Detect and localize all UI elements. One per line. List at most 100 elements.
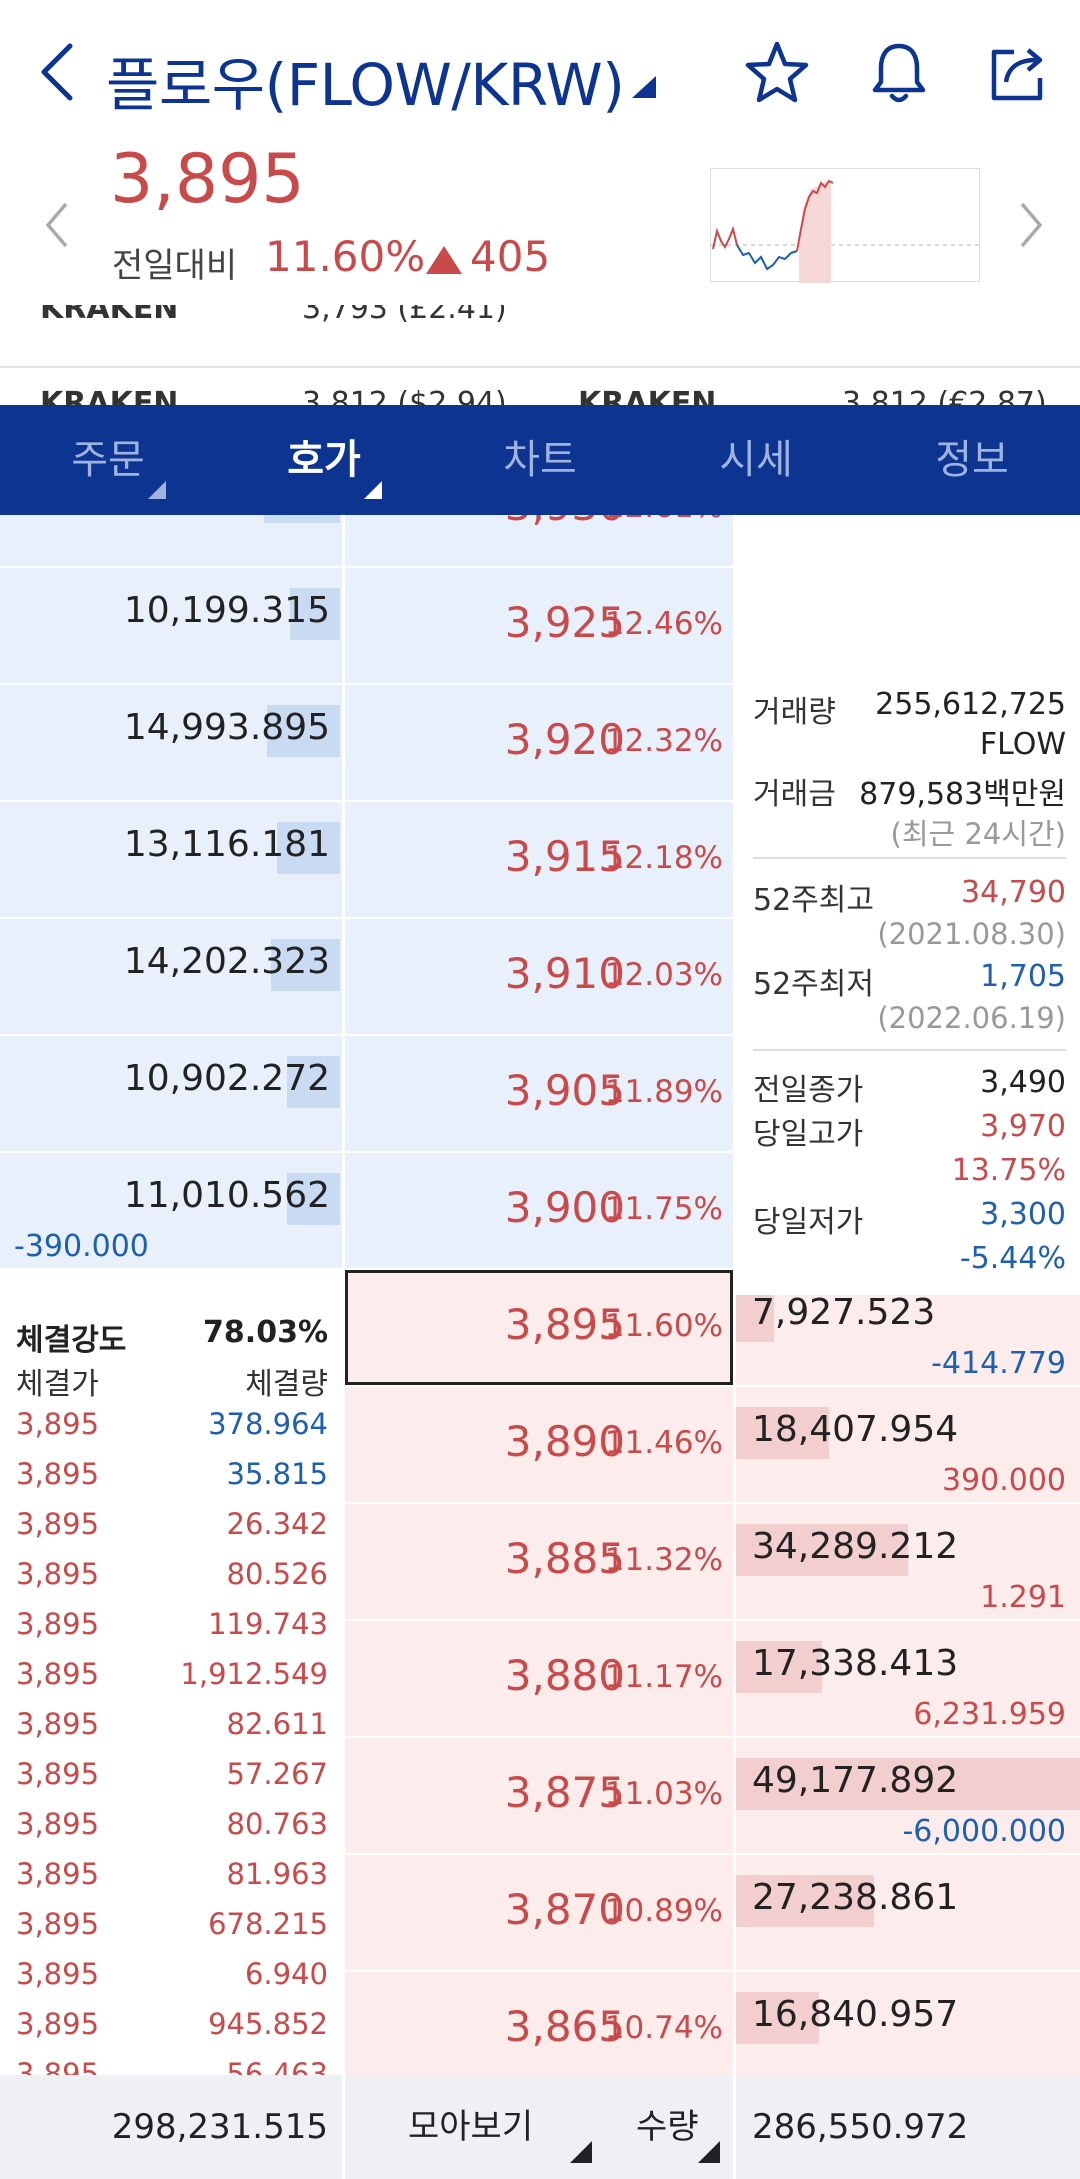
ask-qty-bar [290, 588, 340, 640]
ask-row[interactable]: 15,772.5763,93012.61% [0, 515, 1080, 568]
trade-volume: 1,912.549 [180, 1657, 328, 1691]
prev-close-label: 전일종가 [753, 1073, 864, 1108]
bid-qty-change: -414.779 [931, 1346, 1066, 1381]
trade-row: 3,895 80.763 [0, 1807, 342, 1857]
trade-price: 3,895 [16, 1657, 100, 1691]
ask-rate: 12.46% [604, 606, 723, 642]
ask-rate: 12.32% [604, 723, 723, 759]
ask-price-cell[interactable]: 3,905 11.89% [345, 1036, 733, 1151]
tab-info[interactable]: 정보 [864, 405, 1080, 515]
mini-price-chart[interactable] [710, 168, 981, 283]
bid-price-cell[interactable]: 3,890 11.46% [345, 1387, 733, 1502]
unit-select-caret-icon[interactable] [698, 2141, 720, 2163]
star-icon[interactable] [742, 38, 812, 108]
period-note: (최근 24시간) [890, 817, 1066, 851]
tab-label: 차트 [503, 437, 577, 483]
ask-price-cell[interactable]: 3,93012.61% [345, 515, 733, 566]
bid-price-cell[interactable]: 3,895 11.60% [345, 1270, 733, 1385]
trade-volume: 56.463 [226, 2057, 328, 2075]
group-view-caret-icon[interactable] [570, 2141, 592, 2163]
trade-price: 3,895 [16, 1407, 100, 1441]
trade-row: 3,895 378.964 [0, 1407, 342, 1457]
coin-title[interactable]: 플로우(FLOW/KRW) [106, 51, 625, 119]
bid-price-cell[interactable]: 3,885 11.32% [345, 1504, 733, 1619]
trade-volume: 80.526 [226, 1557, 328, 1591]
tab-label: 호가 [287, 437, 361, 483]
ask-price-cell[interactable]: 3,900 11.75% [345, 1153, 733, 1268]
bid-price: 3,865 [504, 2002, 625, 2051]
bid-qty-bar [736, 1641, 822, 1693]
bid-qty: 27,238.861 [752, 1877, 959, 1918]
bid-row[interactable]: 3,870 10.89% 27,238.861 [0, 1855, 1080, 1972]
bell-icon[interactable] [864, 38, 934, 108]
trade-volume: 26.342 [226, 1507, 328, 1541]
ask-rate: 12.61% [605, 515, 723, 525]
ask-row[interactable]: 13,116.181 3,915 12.18% [0, 802, 1080, 919]
trade-history-panel: 체결강도 78.03% 체결가 체결량 3,895 378.964 3,895 35.… [0, 1295, 342, 2075]
ask-row[interactable]: 14,202.323 3,910 12.03% [0, 919, 1080, 1036]
tab-order[interactable]: 주문 [0, 405, 216, 515]
ask-row[interactable]: 10,199.315 3,925 12.46% [0, 568, 1080, 685]
ask-price-cell[interactable]: 3,920 12.32% [345, 685, 733, 800]
bid-qty: 7,927.523 [752, 1292, 936, 1333]
ask-row[interactable]: 11,010.562 -390.000 3,900 11.75% [0, 1153, 1080, 1270]
tab-bar: 주문 호가 차트 시세 정보 [0, 405, 1080, 515]
back-arrow-icon[interactable] [36, 42, 76, 102]
bid-price: 3,875 [504, 1768, 625, 1817]
share-icon[interactable] [984, 38, 1054, 108]
trade-volume: 945.852 [208, 2007, 328, 2041]
bid-qty-change: 6,231.959 [913, 1697, 1066, 1732]
bid-rate: 10.89% [604, 1893, 723, 1929]
bid-price: 3,890 [504, 1417, 625, 1466]
trade-volume: 57.267 [226, 1757, 328, 1791]
prev-coin-arrow-icon[interactable] [42, 200, 72, 250]
day-high-rate: 13.75% [951, 1153, 1066, 1188]
bid-qty: 17,338.413 [752, 1643, 959, 1684]
trade-price: 3,895 [16, 1757, 100, 1791]
volume-label: 거래량 [753, 695, 836, 730]
bid-row[interactable]: 3,890 11.46% 18,407.954 390.000 [0, 1387, 1080, 1504]
divider [733, 2075, 736, 2179]
group-view-button[interactable]: 모아보기 [408, 2107, 534, 2147]
tab-market-price[interactable]: 시세 [648, 405, 864, 515]
bid-row[interactable]: 3,865 10.74% 16,840.957 [0, 1972, 1080, 2075]
tab-caret-icon [364, 481, 382, 499]
unit-select-button[interactable]: 수량 [636, 2107, 699, 2147]
bid-row[interactable]: 3,875 11.03% 49,177.892 -6,000.000 [0, 1738, 1080, 1855]
ask-price-cell[interactable]: 3,910 12.03% [345, 919, 733, 1034]
current-price: 3,895 [110, 140, 305, 219]
trade-price: 3,895 [16, 2057, 100, 2075]
tab-label: 정보 [935, 437, 1009, 483]
current-price-row[interactable]: 3,895 11.60% 7,927.523 -414.779 [0, 1270, 1080, 1387]
bid-price-cell[interactable]: 3,875 11.03% [345, 1738, 733, 1853]
bid-price-cell[interactable]: 3,865 10.74% [345, 1972, 733, 2075]
ask-rate: 11.75% [604, 1191, 723, 1227]
tab-orderbook[interactable]: 호가 [216, 405, 432, 515]
ask-price-cell[interactable]: 3,915 12.18% [345, 802, 733, 917]
tab-chart[interactable]: 차트 [432, 405, 648, 515]
ask-price: 3,920 [504, 715, 625, 764]
ask-qty: 13,116.181 [123, 824, 330, 865]
ask-row[interactable]: 14,993.895 3,920 12.32% [0, 685, 1080, 802]
ask-price-cell[interactable]: 3,925 12.46% [345, 568, 733, 683]
ask-qty: 14,993.895 [123, 707, 330, 748]
prev-close-value: 3,490 [980, 1065, 1066, 1100]
exchange-price: 3,793 (£2.41) [302, 305, 507, 326]
ask-row[interactable]: 10,902.272 3,905 11.89% [0, 1036, 1080, 1153]
divider [753, 1049, 1066, 1051]
trade-row: 3,895 6.940 [0, 1957, 342, 2007]
ask-qty: 14,202.323 [123, 941, 330, 982]
bid-row[interactable]: 3,885 11.32% 34,289.212 1.291 [0, 1504, 1080, 1621]
title-dropdown-caret-icon[interactable] [632, 76, 656, 98]
next-coin-arrow-icon[interactable] [1016, 200, 1046, 250]
trade-price: 3,895 [16, 1857, 100, 1891]
bid-row[interactable]: 3,880 11.17% 17,338.413 6,231.959 [0, 1621, 1080, 1738]
trade-volume: 35.815 [226, 1457, 328, 1491]
bid-total: 286,550.972 [752, 2107, 969, 2147]
bid-price-cell[interactable]: 3,880 11.17% [345, 1621, 733, 1736]
divider [753, 857, 1066, 859]
ask-qty-change: -390.000 [14, 1229, 149, 1264]
bid-price-cell[interactable]: 3,870 10.89% [345, 1855, 733, 1970]
trade-volume: 6.940 [244, 1957, 328, 1991]
tab-label: 시세 [719, 437, 793, 483]
